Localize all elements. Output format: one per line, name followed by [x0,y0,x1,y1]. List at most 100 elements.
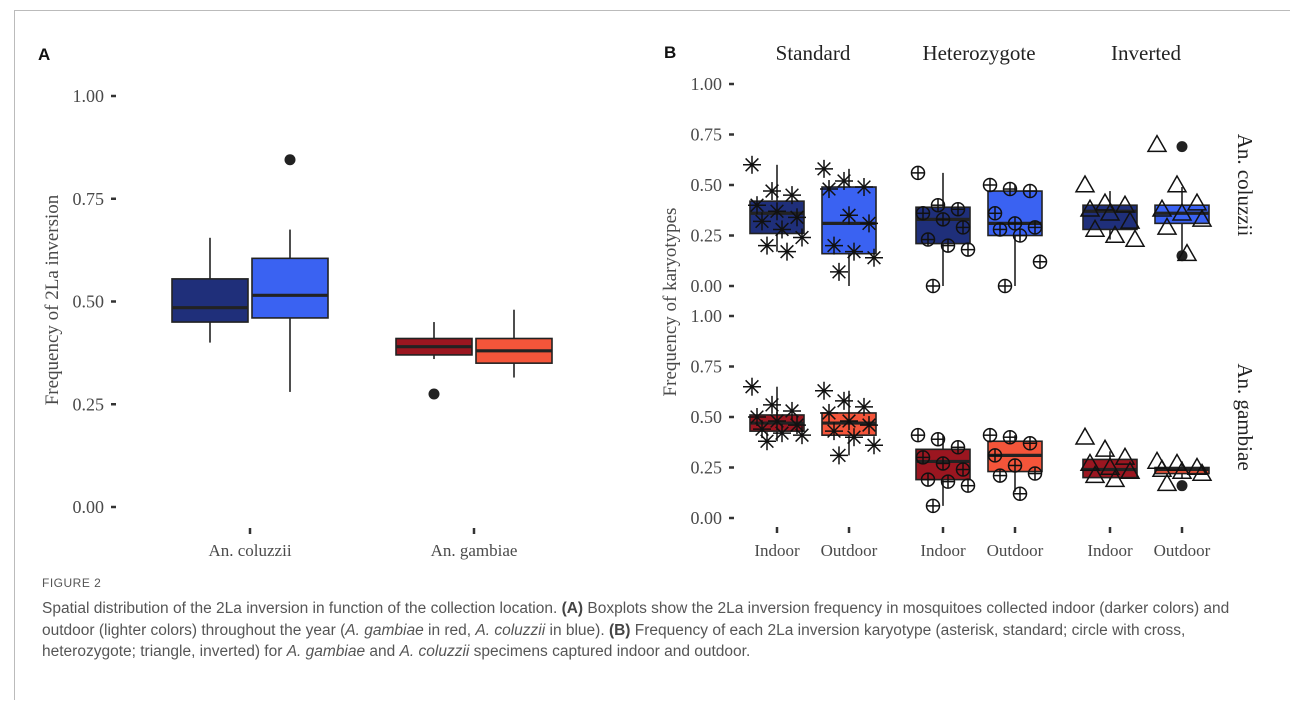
panel-b-r0c2-indoor-point-0-tri [1074,174,1096,193]
panel-b-r1c0-outdoor-point-0 [815,381,833,400]
panel-b-r0c0-outdoor-point-8 [865,248,883,267]
panel-b-r0c1-indoor-point-6 [920,232,936,247]
panel-b-r1c1-indoor-point-9 [925,498,941,514]
panel-b-row-1-ytick-label-2: 0.50 [691,407,723,427]
panel-b-r0c2-outdoor-point-0 [1146,134,1168,153]
panel-a-xtick-label-0: An. coluzzii [208,541,291,560]
panel-b-r0c0-outdoor-point-9-stroke [832,264,846,279]
panel-b-r0c0-outdoor-point-9 [830,262,848,281]
facet-col-label-2: Inverted [1111,41,1181,65]
panel-b-r0c0-indoor-point-1 [763,182,781,201]
panel-b-r0c2-outdoor-point-7 [1176,243,1198,262]
panel-b-r0c0-indoor-point-9-stroke [760,238,774,253]
panel-b-r1c2-indoor-point-4-tri [1099,456,1121,475]
panel-b-r1c1-indoor-point-1 [930,431,946,447]
panel-b-r0c0-outdoor-point-6 [825,236,843,255]
panel-b-r0c2-outdoor-point-1 [1166,174,1188,193]
facet-col-label-1: Heterozygote [922,41,1035,65]
panel-a-0-iqr [171,278,249,323]
panel-b-r0c0-outdoor-point-1-stroke [837,174,851,188]
panel-a-2-outlier-0 [428,388,440,400]
panel-b-r0c2-indoor-point-7-tri [1104,224,1126,243]
panel-b-r0c2-outdoor-point-0-tri [1146,134,1168,153]
panel-a-2-box [395,322,473,400]
panel-b-r0c0-indoor-point-7 [773,220,791,239]
panel-b-r1c1-outdoor-points [982,427,1043,502]
panel-b-r0c1-outdoor-point-0 [982,177,998,193]
page-border-left [14,10,15,700]
panel-b-row-0-ytick-label-2: 0.50 [691,175,723,195]
panel-b-r0c1-outdoor-point-6 [992,222,1008,237]
figure-svg: A Frequency of 2La inversion 0.00 0.25 0.50 0… [38,41,1257,560]
panel-b-r0c0-outdoor-point-5-stroke [862,216,876,231]
panel-b-r1c0-outdoor-point-2-stroke [857,400,871,414]
panel-b-r0c0-indoor-point-1-stroke [765,184,779,198]
panel-b-r1c0-indoor-point-1 [763,395,781,414]
panel-b-r1c2-indoor-points [1074,426,1141,488]
panel-b-r1c0-outdoor-point-1 [835,391,853,410]
panel-b-r0c2-indoor-point-6-tri [1084,218,1106,237]
panel-b-r1c2-outdoor-point-5 [1191,463,1213,482]
panel-b-r1c0-outdoor-point-8 [865,436,883,455]
panel-b-r1c0-outdoor-point-3 [820,403,838,422]
panel-b-r0c2-indoor-point-2 [1114,194,1136,213]
panel-b-r1c0-outdoor-point-3-stroke [822,406,836,420]
panel-b-r0c1-indoor-box [915,172,971,286]
panel-b-r1c2-outdoor-point-5-tri [1191,463,1213,482]
panel-b-r1c0-indoor-point-6 [753,420,771,439]
panel-b-r0c0-indoor-point-2-stroke [785,188,799,202]
panel-b-r0c2-outdoor-point-5 [1191,208,1213,227]
panel-b-r1c0-indoor-point-4-stroke [770,414,784,428]
panel-a-ytick-label-0: 0.00 [73,497,105,517]
panel-b-xtick-label-1-0: Indoor [920,541,966,560]
panel-b-row-1-ytick-label-0: 0.00 [691,508,723,528]
panel-b-r0c1-indoor-point-0 [910,165,926,181]
panel-b-r1c1-outdoor-point-6 [992,468,1008,483]
panel-b-r1c0-outdoor-point-2 [855,397,873,416]
panel-b-r0c0-indoor-point-5-stroke [790,210,804,225]
panel-b-r1c0-outdoor-point-9 [830,446,848,465]
panel-b-xtick-label-0-0: Indoor [754,541,800,560]
panel-b-r0c0-outdoor-point-4-stroke [842,208,856,223]
panel-b-r0c0-outdoor-points [815,159,883,281]
panel-b-r1c0-indoor-point-1-stroke [765,397,779,412]
panel-b-r1c1-outdoor-point-1 [1002,429,1018,445]
panel-b-r1c0-indoor-point-7 [773,424,791,443]
panel-b-r0c0-outdoor-point-2-stroke [857,180,871,194]
panel-b-r0c2-outdoor-point-6 [1156,216,1178,235]
panel-b-r0c2-indoor-point-6 [1084,218,1106,237]
panel-b-r1c2-indoor-point-2 [1114,446,1136,465]
panel-b-r1c0-indoor-point-5 [788,416,806,435]
panel-b-r1c2-indoor-point-5 [1119,461,1141,480]
panel-b-r1c2-outdoor-point-0 [1146,450,1168,469]
panel-b-r1c0-indoor-point-6-stroke [755,422,769,437]
panel-b-r1c1-indoor-point-0 [910,427,926,443]
panel-b-r1c0-indoor-point-5-stroke [790,418,804,432]
panel-b-r0c0-indoor-point-3 [748,196,766,215]
panel-b-r0c2-indoor-point-1 [1094,192,1116,211]
panel-b-r0c2-indoor-point-5 [1119,210,1141,229]
panel-b-xtick-label-1-1: Outdoor [987,541,1044,560]
panel-b-r0c0-indoor-point-5 [788,208,806,227]
panel-b-r0c2-outdoor-point-6-tri [1156,216,1178,235]
panel-b-r0c2-indoor-point-5-tri [1119,210,1141,229]
panel-b-r0c2-indoor-point-3 [1079,198,1101,217]
facet-col-label-0: Standard [776,41,851,65]
panel-b-r1c1-outdoor-point-5 [1027,466,1043,481]
panel-b-r1c1-outdoor-point-3 [987,448,1003,463]
panel-b-r0c0-indoor-point-8-stroke [795,230,809,245]
panel-b-r0c0-indoor-points [743,155,811,261]
panel-a-ytick-label-3: 0.75 [73,189,105,209]
panel-a-label: A [38,45,50,64]
panel-b-row-0-ytick-label-4: 1.00 [691,74,723,94]
panel-b-r1c1-indoor-point-3 [915,450,931,465]
panel-b-r1c2-outdoor-point-6-tri [1156,473,1178,492]
panel-b-r1c0-outdoor-point-9-stroke [832,448,846,463]
panel-b-r0c1-indoor-points [910,165,976,294]
panel-a-ylabel: Frequency of 2La inversion [42,194,63,405]
panel-b-r1c2-indoor-point-5-tri [1119,461,1141,480]
panel-b-r0c2-outdoor-point-1-tri [1166,174,1188,193]
panel-b-r0c0-outdoor-point-6-stroke [827,238,841,253]
panel-b-row-1-ytick-label-1: 0.25 [691,458,723,478]
figure-caption: Spatial distribution of the 2La inversio… [42,600,1230,660]
